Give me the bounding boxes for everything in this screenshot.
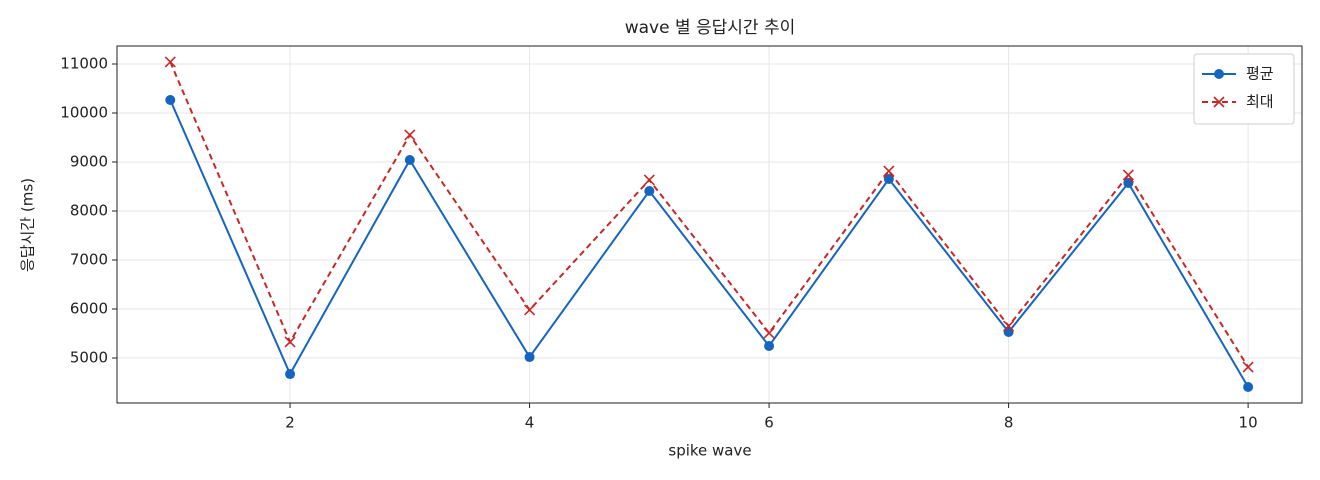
marker <box>883 173 894 184</box>
marker <box>644 186 655 197</box>
marker <box>883 165 895 177</box>
marker <box>285 369 296 380</box>
marker <box>1122 169 1134 181</box>
y-tick-label: 5000 <box>70 349 108 367</box>
x-axis-label: spike wave <box>668 442 751 460</box>
y-tick-label: 10000 <box>60 103 108 121</box>
marker <box>764 341 775 352</box>
marker <box>1003 320 1015 332</box>
y-tick-label: 11000 <box>60 54 108 72</box>
marker <box>524 352 535 363</box>
x-tick-label: 8 <box>1004 414 1014 432</box>
marker <box>1213 96 1225 108</box>
marker <box>1214 69 1224 79</box>
marker <box>523 304 536 316</box>
y-tick-label: 9000 <box>70 152 108 170</box>
series-line <box>169 99 1249 388</box>
x-tick-label: 10 <box>1239 414 1258 432</box>
marker <box>404 129 416 141</box>
marker <box>164 56 176 68</box>
legend-label: 평균 <box>1246 65 1274 83</box>
legend-label: 최대 <box>1246 93 1274 111</box>
y-tick-label: 7000 <box>70 251 108 269</box>
x-tick-label: 2 <box>285 414 295 432</box>
marker <box>165 95 176 106</box>
marker <box>1243 382 1254 393</box>
x-tick-label: 4 <box>525 414 535 432</box>
chart-title: wave 별 응답시간 추이 <box>625 18 796 38</box>
marker <box>284 336 296 348</box>
marker <box>404 154 415 165</box>
marker <box>763 327 775 339</box>
marker <box>1242 361 1254 373</box>
legend-box <box>1193 53 1295 125</box>
series-line <box>169 61 1249 368</box>
y-tick-label: 8000 <box>70 201 108 219</box>
plot-frame <box>116 45 1303 404</box>
y-tick-label: 6000 <box>70 300 108 318</box>
y-axis-label: 응답시간 (ms) <box>19 178 37 272</box>
x-tick-label: 6 <box>764 414 774 432</box>
marker <box>643 174 655 186</box>
